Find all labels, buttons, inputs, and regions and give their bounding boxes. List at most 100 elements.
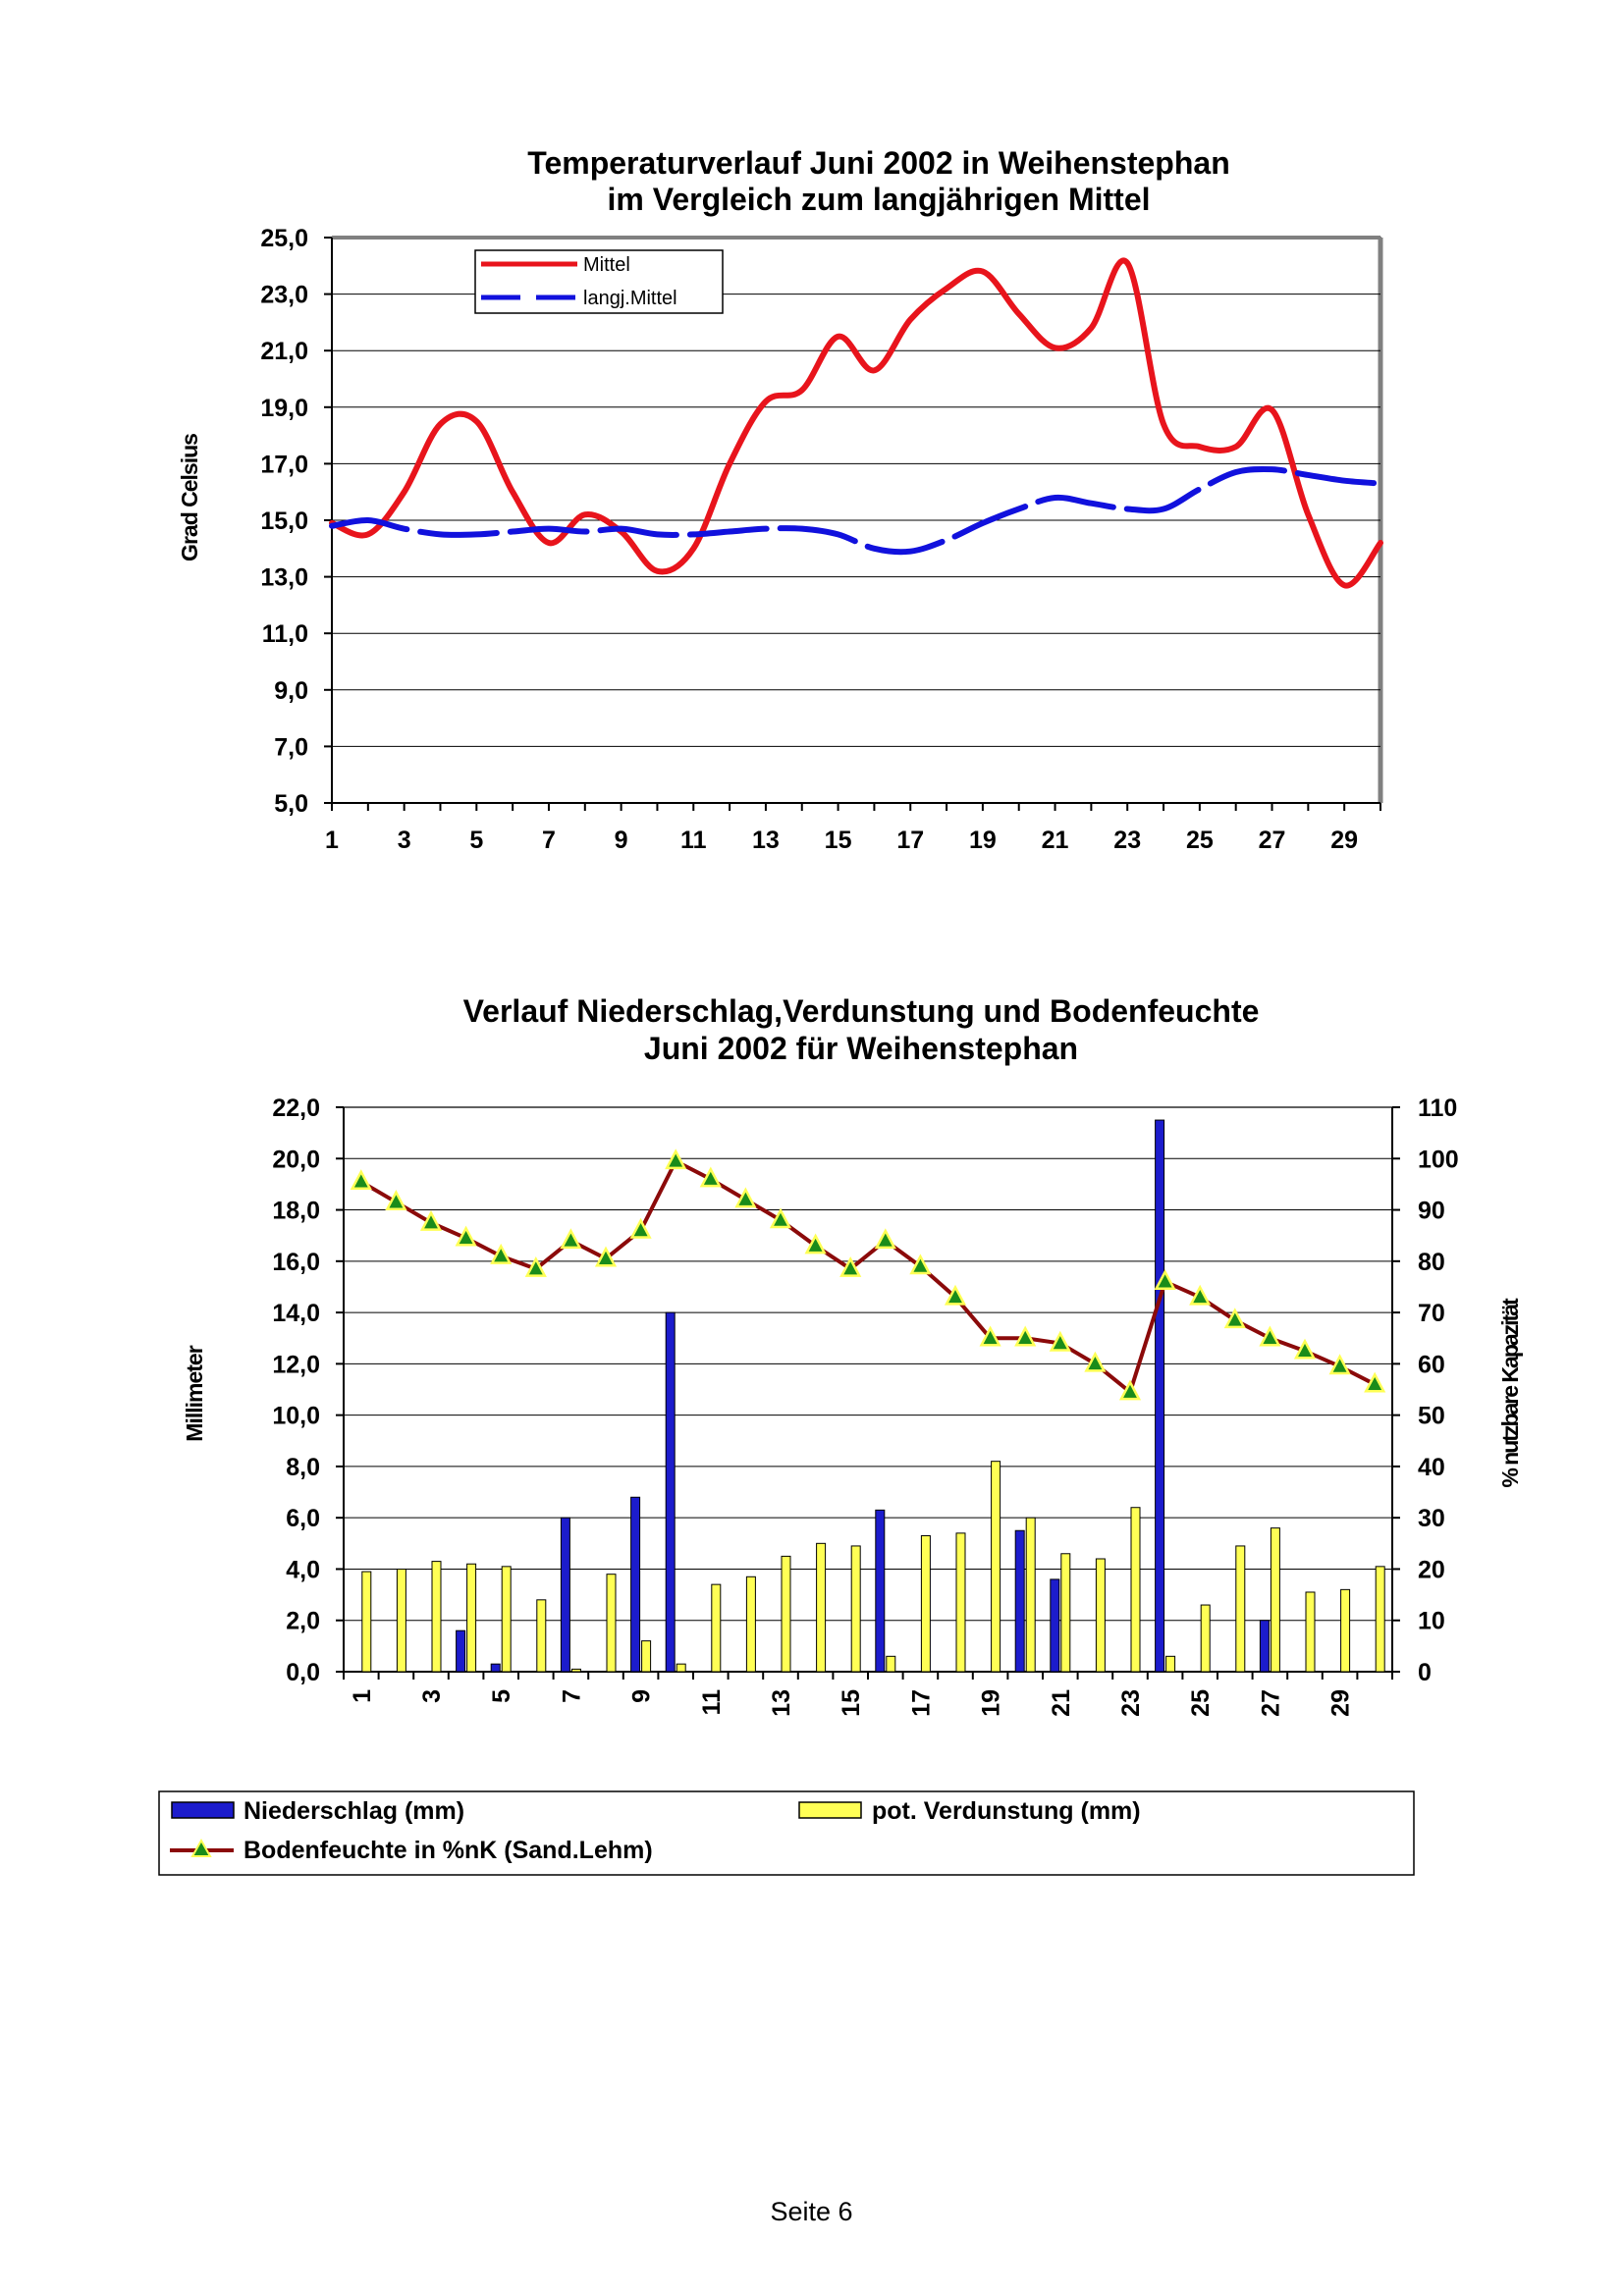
bodenfeuchte-marker	[769, 1207, 792, 1229]
verdunstung-bar	[641, 1640, 652, 1673]
chart1-x-tick-label: 23	[1113, 827, 1141, 854]
legend-bodenfeuchte-label: Bodenfeuchte in %nK (Sand.Lehm)	[243, 1837, 653, 1864]
chart1-y-tick-label: 15,0	[260, 507, 308, 535]
chart1-y-tick-label: 19,0	[260, 395, 308, 422]
bodenfeuchte-marker	[699, 1166, 722, 1188]
verdunstung-bar	[711, 1583, 722, 1673]
chart1-y-tick-label: 7,0	[274, 733, 308, 761]
chart1-x-tick-label: 9	[615, 827, 628, 854]
chart1-y-axis-label: Grad Celsius	[177, 434, 202, 561]
chart2-x-tick-label: 23	[1117, 1689, 1145, 1717]
chart2-y-tick-label: 8,0	[286, 1454, 320, 1481]
bodenfeuchte-marker	[1189, 1284, 1212, 1306]
chart1-legend: Mittel langj.Mittel	[474, 249, 724, 314]
chart2-x-tick-label: 17	[907, 1689, 935, 1717]
verdunstung-bar	[501, 1566, 512, 1673]
chart2-gridlines	[336, 1106, 1400, 1680]
bodenfeuchte-marker	[1293, 1338, 1317, 1360]
chart2-x-tick-label: 3	[418, 1689, 446, 1703]
verdunstung-bar	[1060, 1553, 1071, 1673]
chart2-y-tick-label: 2,0	[286, 1608, 320, 1635]
bodenfeuchte-marker	[804, 1233, 827, 1255]
verdunstung-bar	[431, 1561, 442, 1673]
bodenfeuchte-marker	[1154, 1269, 1176, 1290]
legend-bodenfeuchte-marker	[190, 1838, 212, 1857]
legend-verdunstung-swatch	[798, 1801, 862, 1819]
chart1-y-tick-label: 11,0	[262, 620, 308, 648]
chart2-y2-tick-label: 80	[1418, 1249, 1445, 1276]
bodenfeuchte-marker	[839, 1255, 862, 1277]
chart1-series	[329, 257, 1383, 589]
chart2-y-tick-label: 6,0	[286, 1505, 320, 1532]
chart2-x-tick-label: 11	[698, 1689, 726, 1716]
verdunstung-bar	[850, 1545, 861, 1673]
bodenfeuchte-marker	[1223, 1308, 1246, 1329]
verdunstung-bar	[1340, 1588, 1351, 1673]
bodenfeuchte-marker	[734, 1187, 757, 1208]
verdunstung-bar	[920, 1534, 931, 1673]
chart1-x-tick-labels: 1 3 5 7 9 11 13 15 17 19 21 23 25 27 29	[325, 827, 1358, 854]
chart2-y-tick-label: 20,0	[272, 1146, 320, 1173]
chart1-y-tick-label: 21,0	[260, 338, 308, 365]
chart1-y-tick-label: 13,0	[260, 564, 308, 592]
verdunstung-bar	[466, 1563, 477, 1673]
verdunstung-bar	[536, 1599, 547, 1673]
verdunstung-bar	[396, 1568, 406, 1673]
bodenfeuchte-marker	[944, 1284, 967, 1306]
verdunstung-bar	[1375, 1566, 1385, 1673]
chart2-y2-tick-label: 60	[1418, 1351, 1445, 1378]
legend-verdunstung-label: pot. Verdunstung (mm)	[872, 1797, 1141, 1825]
bodenfeuchte-marker	[1084, 1351, 1107, 1372]
bodenfeuchte-marker	[560, 1228, 582, 1250]
chart1-x-tick-label: 17	[896, 827, 924, 854]
chart2-y-tick-label: 10,0	[272, 1403, 320, 1430]
chart2-y-tick-label: 18,0	[272, 1198, 320, 1225]
chart1-gridlines	[324, 236, 1383, 811]
verdunstung-bar	[745, 1575, 756, 1673]
page-footer: Seite 6	[770, 2197, 853, 2226]
bodenfeuchte-marker	[874, 1228, 896, 1250]
verdunstung-bar	[606, 1574, 617, 1673]
bodenfeuchte-marker	[1049, 1330, 1071, 1352]
niederschlag-bar	[1259, 1620, 1270, 1673]
bodenfeuchte-marker	[979, 1325, 1001, 1347]
chart2-y2-tick-label: 0	[1418, 1659, 1432, 1686]
chart1-y-tick-labels: 25,0 23,0 21,0 19,0 17,0 15,0 13,0 11,0 9,0 7,0 5,…	[260, 225, 308, 818]
chart1-x-tick-label: 3	[398, 827, 411, 854]
verdunstung-bar	[1095, 1558, 1106, 1673]
niederschlag-bar	[1014, 1529, 1025, 1673]
chart2-x-tick-labels: 1 3 5 7 9 11 13 15 17 19 21 23 25 27 29	[349, 1689, 1355, 1717]
chart2-y2-tick-label: 100	[1418, 1146, 1459, 1173]
verdunstung-bar	[1270, 1527, 1280, 1673]
verdunstung-bar	[361, 1571, 372, 1673]
verdunstung-bar	[1130, 1507, 1141, 1673]
chart1-x-tick-label: 13	[752, 827, 780, 854]
chart2-y-tick-label: 22,0	[272, 1095, 320, 1122]
bodenfeuchte-marker	[629, 1217, 652, 1239]
verdunstung-bar	[781, 1555, 791, 1673]
chart1-x-tick-label: 25	[1186, 827, 1214, 854]
verdunstung-bar	[1235, 1545, 1246, 1673]
legend-langj-mittel-label: langj.Mittel	[583, 288, 677, 309]
bodenfeuchte-marker	[350, 1169, 372, 1191]
chart2-x-tick-label: 5	[488, 1689, 515, 1703]
niederschlag-bar	[560, 1517, 570, 1673]
chart2-soil-moisture	[350, 1148, 1386, 1401]
chart2-x-tick-label: 25	[1187, 1689, 1215, 1717]
bodenfeuchte-marker	[455, 1225, 477, 1247]
bodenfeuchte-marker	[1118, 1379, 1142, 1401]
bodenfeuchte-marker	[1364, 1371, 1386, 1393]
chart2-y2-axis-label: % nutzbare Kapazität	[1497, 1298, 1523, 1488]
chart1-title-line1: Temperaturverlauf Juni 2002 in Weihenste…	[527, 145, 1229, 181]
chart1-y-tick-label: 17,0	[260, 451, 308, 478]
chart1-x-tick-label: 19	[969, 827, 997, 854]
verdunstung-bar	[676, 1663, 686, 1673]
legend-niederschlag-swatch	[171, 1801, 235, 1819]
niederschlag-bar	[1050, 1578, 1060, 1673]
verdunstung-bar	[955, 1532, 966, 1673]
verdunstung-bar	[570, 1668, 581, 1673]
chart2-y2-tick-label: 40	[1418, 1454, 1445, 1481]
chart2-y2-tick-label: 20	[1418, 1556, 1445, 1583]
